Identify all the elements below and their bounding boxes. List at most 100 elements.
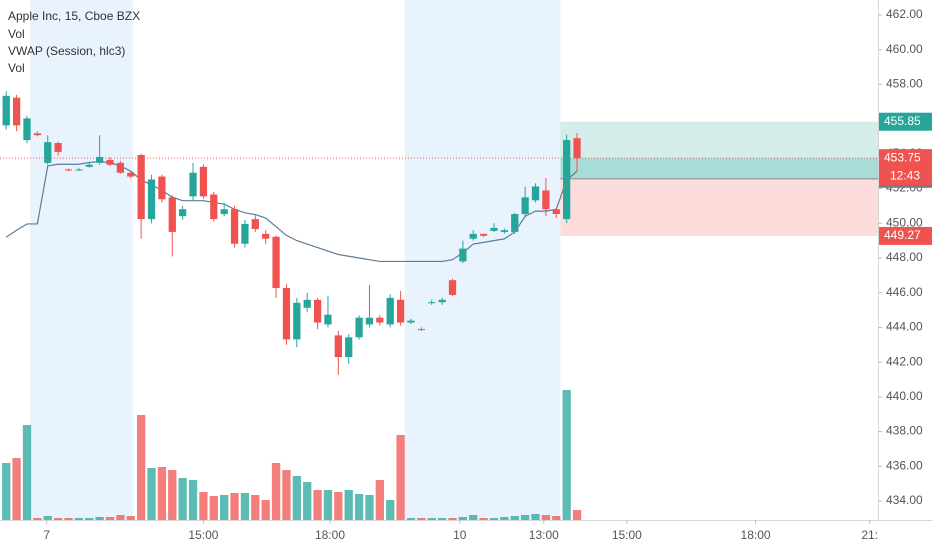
volume-bar [354, 494, 364, 520]
candle-body [407, 320, 415, 323]
volume-bar [95, 517, 104, 520]
candle-body [511, 214, 519, 232]
volume-bar [562, 390, 571, 520]
candle-body [127, 172, 135, 177]
volume-bar [489, 518, 499, 520]
candle-body [469, 233, 477, 239]
y-tick-label: 460.00 [886, 42, 923, 56]
volume-bar [157, 467, 167, 520]
candle-body [85, 164, 93, 167]
candle-body [210, 194, 218, 220]
volume-bar [313, 490, 322, 520]
y-tick-label: 442.00 [886, 354, 923, 368]
extended-hours-band [30, 0, 133, 520]
volume-bar [531, 514, 540, 520]
volume-bar [510, 516, 519, 520]
y-tick-label: 446.00 [886, 285, 923, 299]
candle-body [345, 337, 353, 358]
volume-bar [365, 495, 374, 520]
volume-bar [448, 518, 457, 520]
candle-body [168, 197, 176, 232]
candle-body [95, 156, 104, 163]
candle-body [75, 169, 83, 171]
candle-body [376, 317, 384, 323]
candle-body [355, 317, 363, 338]
volume-bar [105, 517, 115, 520]
candle-body [272, 236, 280, 289]
x-tick-label: 18:00 [741, 528, 771, 542]
extended-hours-band [404, 0, 561, 520]
candle-body [531, 186, 540, 201]
volume-bar [303, 482, 312, 520]
candle-body [12, 97, 21, 126]
volume-bar [85, 518, 94, 520]
volume-bar [116, 515, 125, 520]
candle-body [116, 162, 125, 173]
volume-bar [43, 516, 52, 520]
candle-body [23, 118, 31, 141]
volume-bar [271, 463, 281, 520]
volume-bar [2, 463, 11, 520]
volume-bar [292, 476, 301, 520]
candle-body [33, 133, 41, 136]
candle-body [199, 166, 208, 197]
x-tick-label: 21: [861, 528, 878, 542]
volume-bar [417, 518, 426, 520]
candle-body [396, 299, 405, 323]
candle-body [448, 280, 457, 295]
volume-bar [520, 515, 530, 520]
candle-body [293, 302, 301, 340]
candle-body [521, 197, 529, 215]
candle-body [147, 179, 156, 220]
candle-body [417, 329, 425, 331]
volume-bar [209, 496, 218, 520]
volume-bar [199, 492, 208, 520]
x-tick-label: 15:00 [612, 528, 642, 542]
current-price-label: 453.75 [884, 150, 921, 164]
volume-bar [251, 495, 260, 520]
volume-bar [261, 500, 270, 520]
candle-body [251, 219, 259, 229]
volume-bar [323, 490, 333, 520]
volume-bar [188, 480, 198, 520]
y-tick-label: 440.00 [886, 389, 923, 403]
candle-body [479, 233, 488, 236]
target-zone [560, 121, 878, 179]
volume-bar [53, 518, 63, 520]
y-tick-label: 438.00 [886, 424, 923, 438]
candle-body [324, 314, 332, 325]
x-tick-label: 7 [43, 528, 50, 542]
candle-body [137, 155, 145, 220]
stop-label-bg [879, 226, 932, 245]
volume-bar [541, 515, 551, 520]
candle-body [282, 288, 291, 340]
volume-bar [64, 518, 73, 520]
candle-body [500, 230, 509, 232]
y-tick-label: 458.00 [886, 77, 923, 91]
volume-bar [386, 500, 395, 520]
y-tick-label: 462.00 [886, 7, 923, 21]
volume-bar [136, 415, 146, 520]
volume-bar [240, 493, 250, 520]
candle-body [64, 169, 73, 171]
volume-bar [178, 478, 187, 520]
stop-label: 449.27 [884, 228, 921, 242]
y-tick-label: 436.00 [886, 458, 923, 472]
volume-bar [282, 470, 291, 520]
x-tick-label: 18:00 [315, 528, 345, 542]
countdown-label: 12:43 [890, 168, 920, 182]
y-tick-label: 434.00 [886, 493, 923, 507]
candle-body [303, 299, 311, 308]
volume-bar [334, 492, 343, 520]
volume-bar [406, 518, 416, 520]
candle-body [386, 297, 394, 325]
volume-bar [126, 516, 135, 520]
candle-body [573, 138, 581, 159]
volume-bar [479, 518, 488, 520]
candle-body [2, 95, 10, 126]
candle-body [563, 140, 571, 220]
open-profit-zone [560, 158, 878, 179]
plot-area [0, 0, 878, 520]
volume-bar [33, 518, 42, 520]
